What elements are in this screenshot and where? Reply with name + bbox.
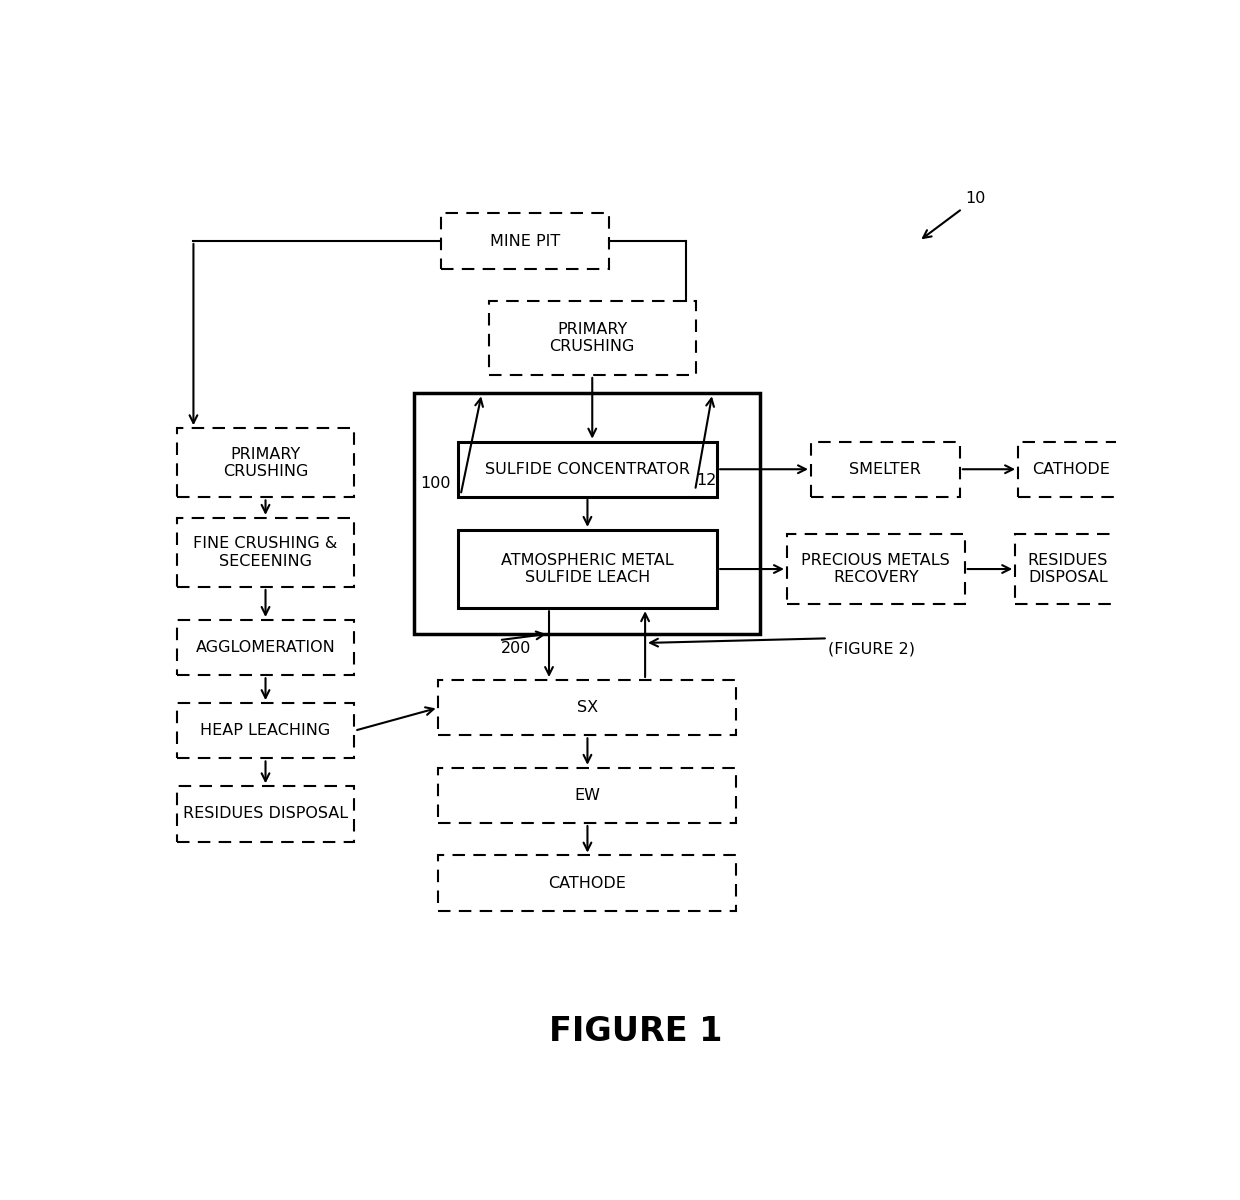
FancyBboxPatch shape [176, 786, 355, 841]
Text: SX: SX [577, 700, 598, 715]
Text: PRECIOUS METALS
RECOVERY: PRECIOUS METALS RECOVERY [801, 553, 950, 586]
FancyBboxPatch shape [1018, 442, 1123, 497]
FancyBboxPatch shape [439, 680, 737, 736]
Text: AGGLOMERATION: AGGLOMERATION [196, 640, 335, 655]
FancyBboxPatch shape [787, 534, 965, 604]
Text: HEAP LEACHING: HEAP LEACHING [201, 724, 331, 738]
FancyBboxPatch shape [176, 703, 355, 758]
FancyBboxPatch shape [439, 768, 737, 823]
Text: 100: 100 [420, 475, 451, 491]
Text: 10: 10 [965, 191, 986, 206]
Text: (FIGURE 2): (FIGURE 2) [828, 641, 915, 656]
FancyBboxPatch shape [811, 442, 960, 497]
FancyBboxPatch shape [176, 428, 355, 498]
Text: PRIMARY
CRUSHING: PRIMARY CRUSHING [223, 446, 309, 479]
FancyBboxPatch shape [176, 620, 355, 676]
Text: MINE PIT: MINE PIT [490, 234, 560, 248]
Text: 12: 12 [696, 473, 717, 487]
Text: SMELTER: SMELTER [849, 462, 921, 476]
Text: SULFIDE CONCENTRATOR: SULFIDE CONCENTRATOR [485, 462, 689, 476]
FancyBboxPatch shape [1016, 534, 1121, 604]
Text: CATHODE: CATHODE [1032, 462, 1110, 476]
Text: RESIDUES DISPOSAL: RESIDUES DISPOSAL [184, 806, 348, 821]
Text: RESIDUES
DISPOSAL: RESIDUES DISPOSAL [1028, 553, 1109, 586]
FancyBboxPatch shape [176, 517, 355, 587]
FancyBboxPatch shape [489, 301, 696, 374]
FancyBboxPatch shape [458, 442, 717, 497]
Text: CATHODE: CATHODE [548, 876, 626, 890]
FancyBboxPatch shape [441, 214, 609, 269]
FancyBboxPatch shape [414, 394, 760, 634]
Text: ATMOSPHERIC METAL
SULFIDE LEACH: ATMOSPHERIC METAL SULFIDE LEACH [501, 553, 673, 586]
FancyBboxPatch shape [439, 856, 737, 911]
FancyBboxPatch shape [458, 529, 717, 608]
Text: PRIMARY
CRUSHING: PRIMARY CRUSHING [549, 322, 635, 354]
Text: EW: EW [574, 788, 600, 803]
Text: FINE CRUSHING &
SECEENING: FINE CRUSHING & SECEENING [193, 536, 337, 569]
Text: 200: 200 [501, 641, 531, 656]
Text: FIGURE 1: FIGURE 1 [549, 1014, 722, 1048]
